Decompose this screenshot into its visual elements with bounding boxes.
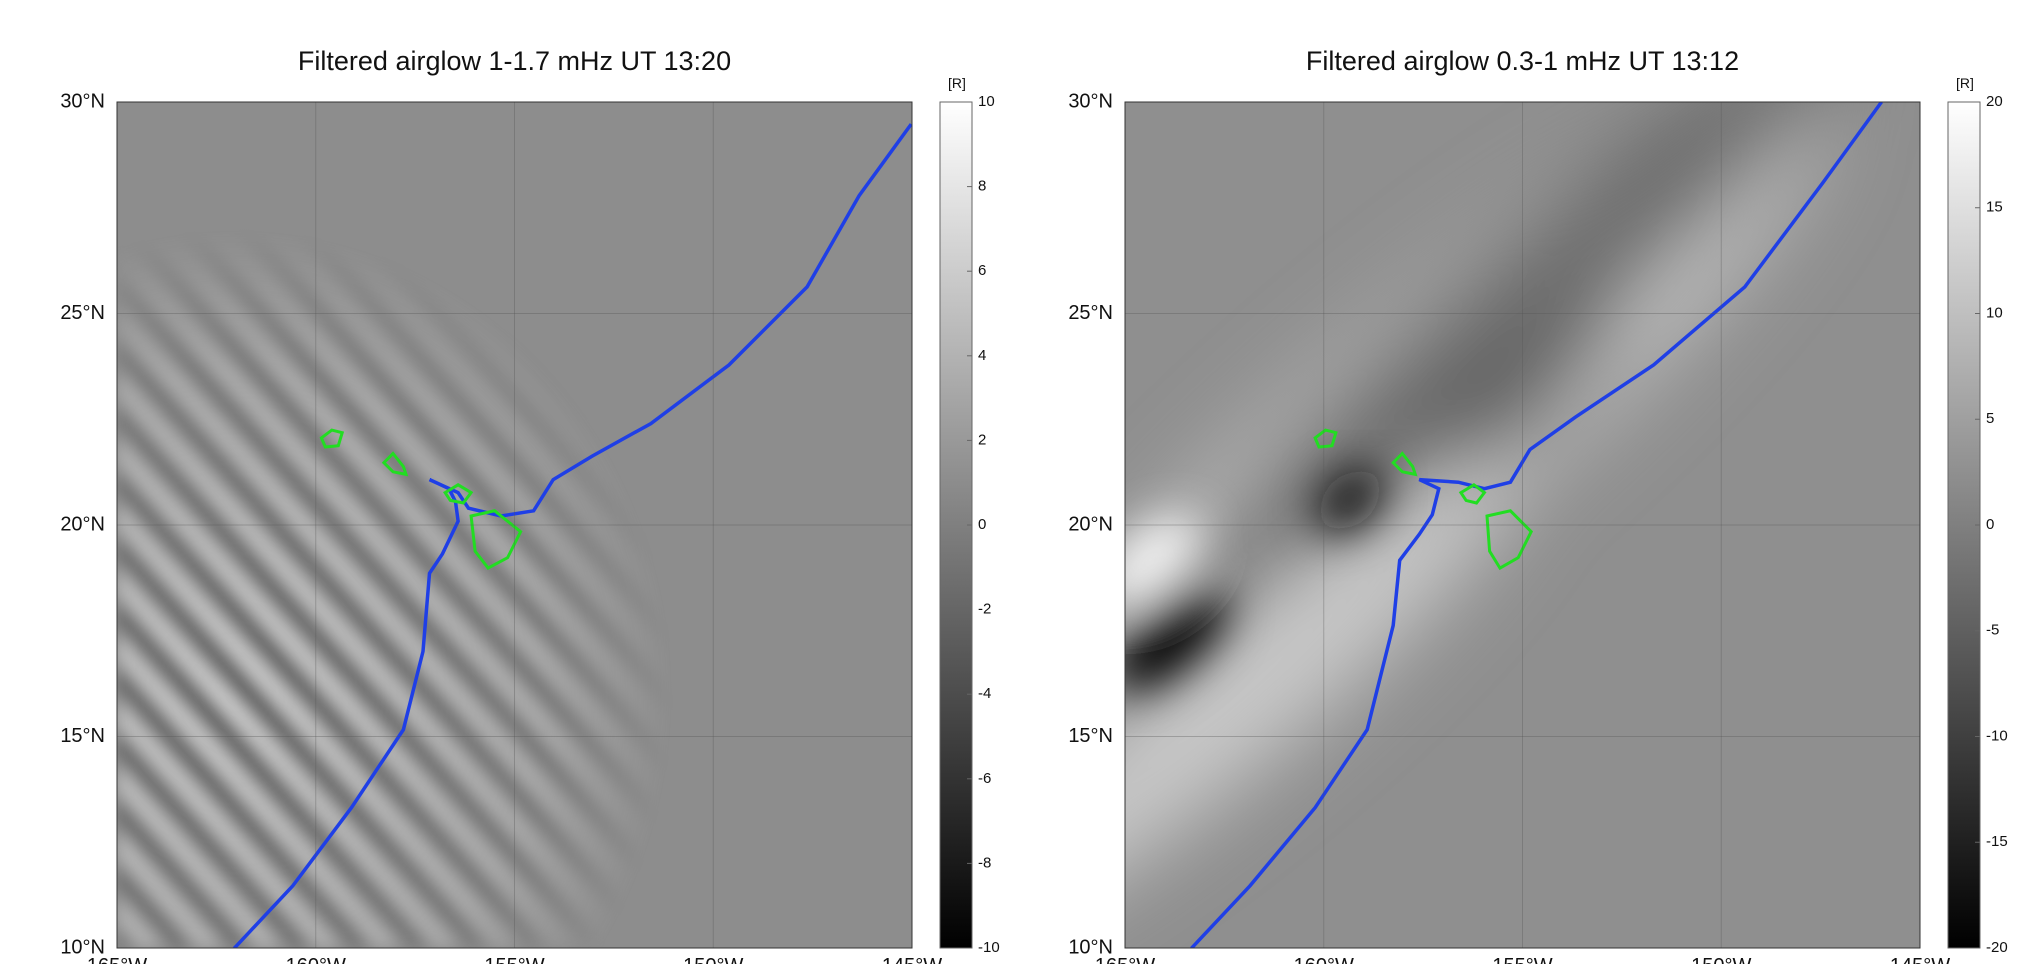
x-tick-label: 145°W: [1890, 955, 1950, 964]
island: [1391, 451, 1418, 477]
y-tick-label: 25°N: [60, 302, 105, 324]
island: [319, 428, 345, 449]
x-tick-label: 155°W: [484, 955, 544, 964]
colorbar-tick-label: -2: [978, 601, 991, 618]
colorbar-tick-label: 10: [1986, 304, 2003, 321]
chart-title: Filtered airglow 0.3-1 mHz UT 13:12: [1306, 46, 1739, 76]
colorbar-tick-label: -4: [978, 685, 991, 702]
island: [442, 483, 474, 505]
colorbar-tick-label: 5: [1986, 410, 1994, 427]
colorbar-tick-label: -10: [978, 939, 1000, 956]
coastline: [232, 123, 912, 948]
field-right: [1125, 102, 1920, 948]
chart-title: Filtered airglow 1-1.7 mHz UT 13:20: [298, 46, 731, 76]
x-tick-label: 150°W: [683, 955, 743, 964]
colorbar-label: [R]: [948, 75, 966, 91]
y-tick-label: 30°N: [1068, 90, 1113, 112]
y-tick-label: 15°N: [60, 725, 105, 747]
x-tick-label: 155°W: [1492, 955, 1552, 964]
x-tick-label: 165°W: [1095, 955, 1155, 964]
colorbar-tick-label: 4: [978, 347, 986, 364]
colorbar-tick-label: 20: [1986, 93, 2003, 110]
island: [469, 509, 523, 571]
colorbar-tick-label: 6: [978, 262, 986, 279]
colorbar-tick-label: 0: [978, 516, 986, 533]
island: [1485, 509, 1534, 571]
colorbar-tick-label: -15: [1986, 833, 2008, 850]
colorbar-label: [R]: [1956, 75, 1974, 91]
colorbar-tick-label: 2: [978, 431, 986, 448]
x-tick-label: 145°W: [882, 955, 942, 964]
island: [1458, 482, 1487, 505]
y-tick-label: 20°N: [1068, 513, 1113, 535]
y-tick-label: 30°N: [60, 90, 105, 112]
colorbar-tick-label: 15: [1986, 199, 2003, 216]
colorbar-tick-label: -8: [978, 854, 991, 871]
colorbar-tick-label: 10: [978, 93, 995, 110]
y-tick-label: 10°N: [60, 936, 105, 958]
x-tick-label: 150°W: [1691, 955, 1751, 964]
y-tick-label: 15°N: [1068, 725, 1113, 747]
island: [381, 451, 409, 477]
y-tick-label: 10°N: [1068, 936, 1113, 958]
x-tick-label: 160°W: [286, 955, 346, 964]
colorbar-tick-label: -10: [1986, 727, 2008, 744]
y-tick-label: 20°N: [60, 513, 105, 535]
x-tick-label: 160°W: [1294, 955, 1354, 964]
colorbar-tick-label: -6: [978, 770, 991, 787]
coastline: [1190, 102, 1883, 948]
map-overlay: [232, 123, 912, 948]
y-tick-label: 25°N: [1068, 302, 1113, 324]
colorbar-tick-label: 8: [978, 178, 986, 195]
map-overlay: [1190, 102, 1883, 948]
colorbar-tick-label: -20: [1986, 939, 2008, 956]
colorbar: [1947, 101, 1981, 949]
island: [1313, 428, 1338, 449]
plot-frame: [116, 101, 913, 949]
colorbar-tick-label: 0: [1986, 516, 1994, 533]
x-tick-label: 165°W: [87, 955, 147, 964]
colorbar-tick-label: -5: [1986, 622, 1999, 639]
plot-frame: [1124, 101, 1921, 949]
